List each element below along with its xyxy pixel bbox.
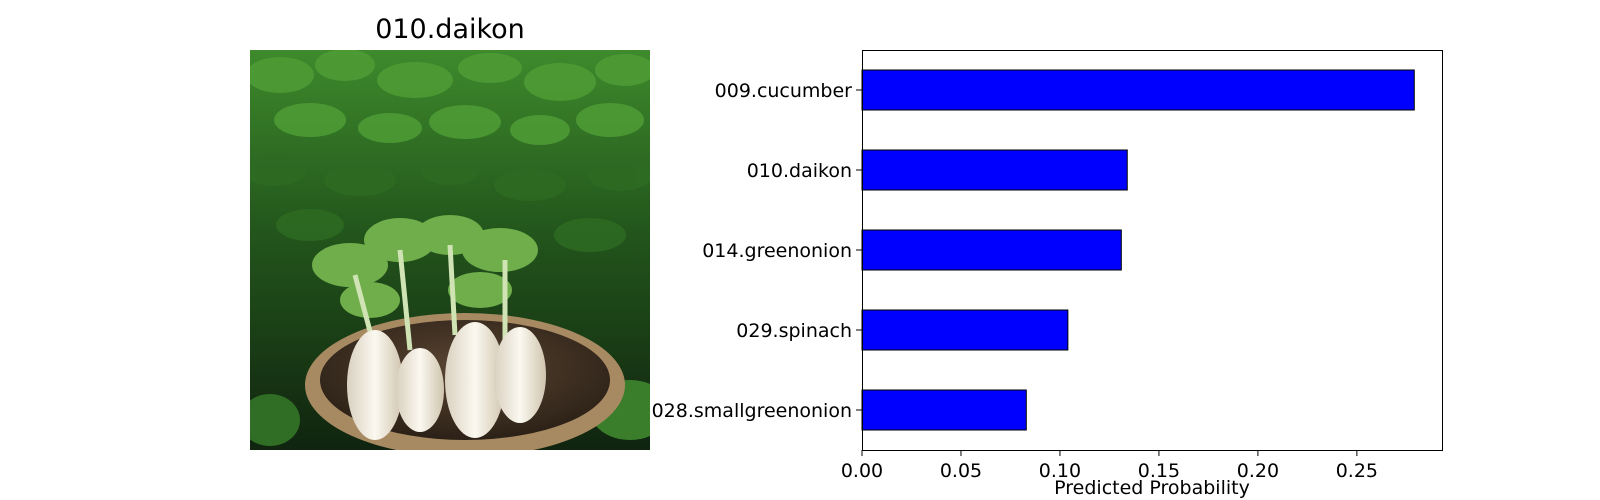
y-tick-label: 010.daikon bbox=[747, 160, 852, 182]
x-tick-label: 0.25 bbox=[1336, 460, 1378, 482]
image-title: 010.daikon bbox=[375, 14, 525, 45]
x-tick-label: 0.10 bbox=[1039, 460, 1081, 482]
y-tick-label: 014.greenonion bbox=[702, 240, 852, 262]
x-tick-label: 0.20 bbox=[1237, 460, 1279, 482]
y-tick-label: 028.smallgreenonion bbox=[652, 400, 852, 422]
y-tick-label: 009.cucumber bbox=[715, 80, 853, 102]
x-tick-label: 0.05 bbox=[940, 460, 982, 482]
x-axis-label: Predicted Probability bbox=[1054, 477, 1250, 499]
bar bbox=[861, 389, 1027, 431]
x-tick-label: 0.00 bbox=[841, 460, 883, 482]
daikon-photo bbox=[250, 50, 650, 450]
x-tick-label: 0.15 bbox=[1138, 460, 1180, 482]
plot-frame bbox=[862, 50, 1443, 451]
bar bbox=[861, 229, 1122, 271]
bar bbox=[861, 149, 1128, 191]
bar bbox=[861, 309, 1069, 351]
bar bbox=[861, 69, 1415, 111]
y-tick-label: 029.spinach bbox=[736, 320, 852, 342]
